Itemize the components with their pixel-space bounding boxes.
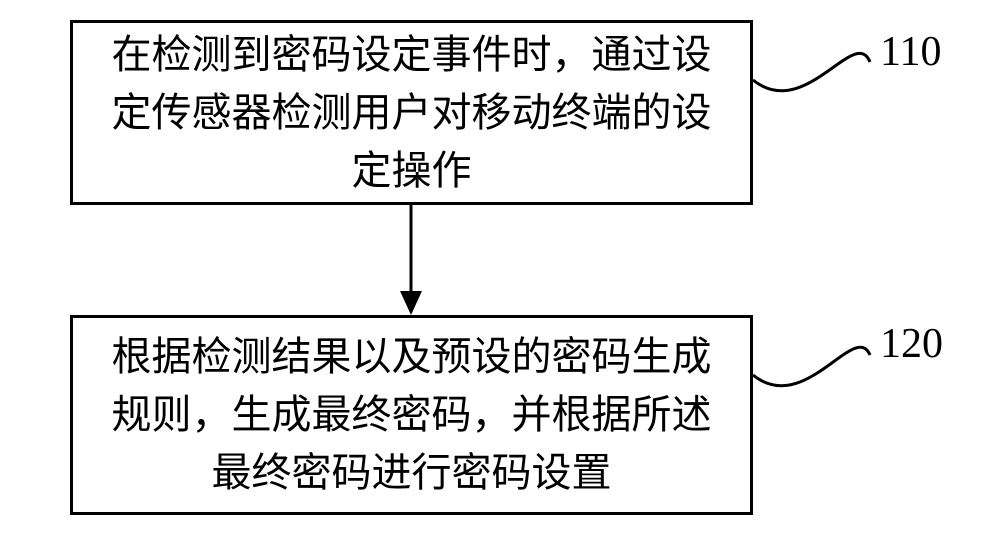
- step-label-110: 110: [880, 28, 941, 76]
- flow-step-120: 根据检测结果以及预设的密码生成规则，生成最终密码，并根据所述最终密码进行密码设置: [70, 315, 753, 515]
- flowchart-canvas: 在检测到密码设定事件时，通过设定传感器检测用户对移动终端的设定操作 根据检测结果…: [0, 0, 1000, 548]
- flow-step-110: 在检测到密码设定事件时，通过设定传感器检测用户对移动终端的设定操作: [70, 20, 753, 205]
- step-label-120: 120: [880, 320, 943, 368]
- flow-step-120-text: 根据检测结果以及预设的密码生成规则，生成最终密码，并根据所述最终密码进行密码设置: [95, 328, 728, 502]
- connector-curve-120: [753, 347, 870, 386]
- flow-arrow: [400, 205, 422, 315]
- connector-curve-110: [753, 53, 870, 90]
- flow-step-110-text: 在检测到密码设定事件时，通过设定传感器检测用户对移动终端的设定操作: [95, 26, 728, 200]
